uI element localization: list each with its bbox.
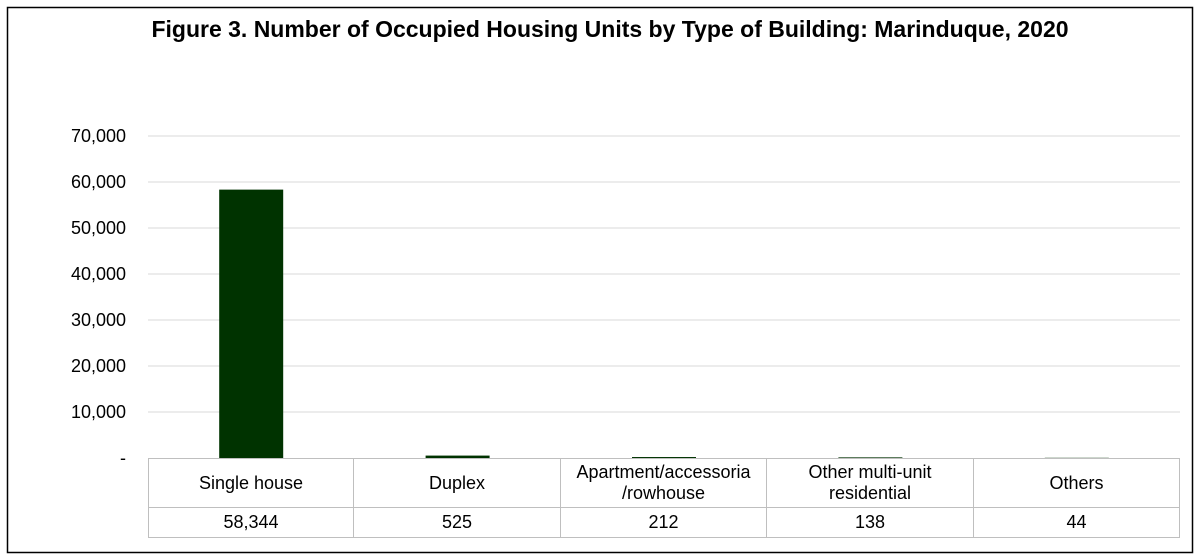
y-tick-label: 40,000	[71, 264, 126, 284]
y-tick-label: 50,000	[71, 218, 126, 238]
data-table-value: 58,344	[148, 508, 354, 538]
y-tick-label: 30,000	[71, 310, 126, 330]
y-tick-label: 60,000	[71, 172, 126, 192]
bar	[425, 455, 490, 458]
y-tick-label: -	[120, 448, 126, 468]
bar	[219, 189, 284, 458]
data-table-value: 138	[767, 508, 974, 538]
data-table-value: 44	[974, 508, 1180, 538]
data-table-value: 212	[561, 508, 767, 538]
x-tick-label: Others	[974, 458, 1180, 508]
x-tick-label: Other multi-unit residential	[767, 458, 974, 508]
bar	[632, 457, 696, 458]
data-table-value: 525	[354, 508, 561, 538]
bar	[838, 457, 903, 458]
y-tick-label: 70,000	[71, 126, 126, 146]
y-tick-label: 10,000	[71, 402, 126, 422]
x-tick-label: Duplex	[354, 458, 561, 508]
x-tick-label: Single house	[148, 458, 354, 508]
x-tick-label: Apartment/accessoria/rowhouse	[561, 458, 767, 508]
chart-border	[6, 6, 1194, 554]
chart-title: Figure 3. Number of Occupied Housing Uni…	[151, 16, 1069, 42]
y-tick-label: 20,000	[71, 356, 126, 376]
